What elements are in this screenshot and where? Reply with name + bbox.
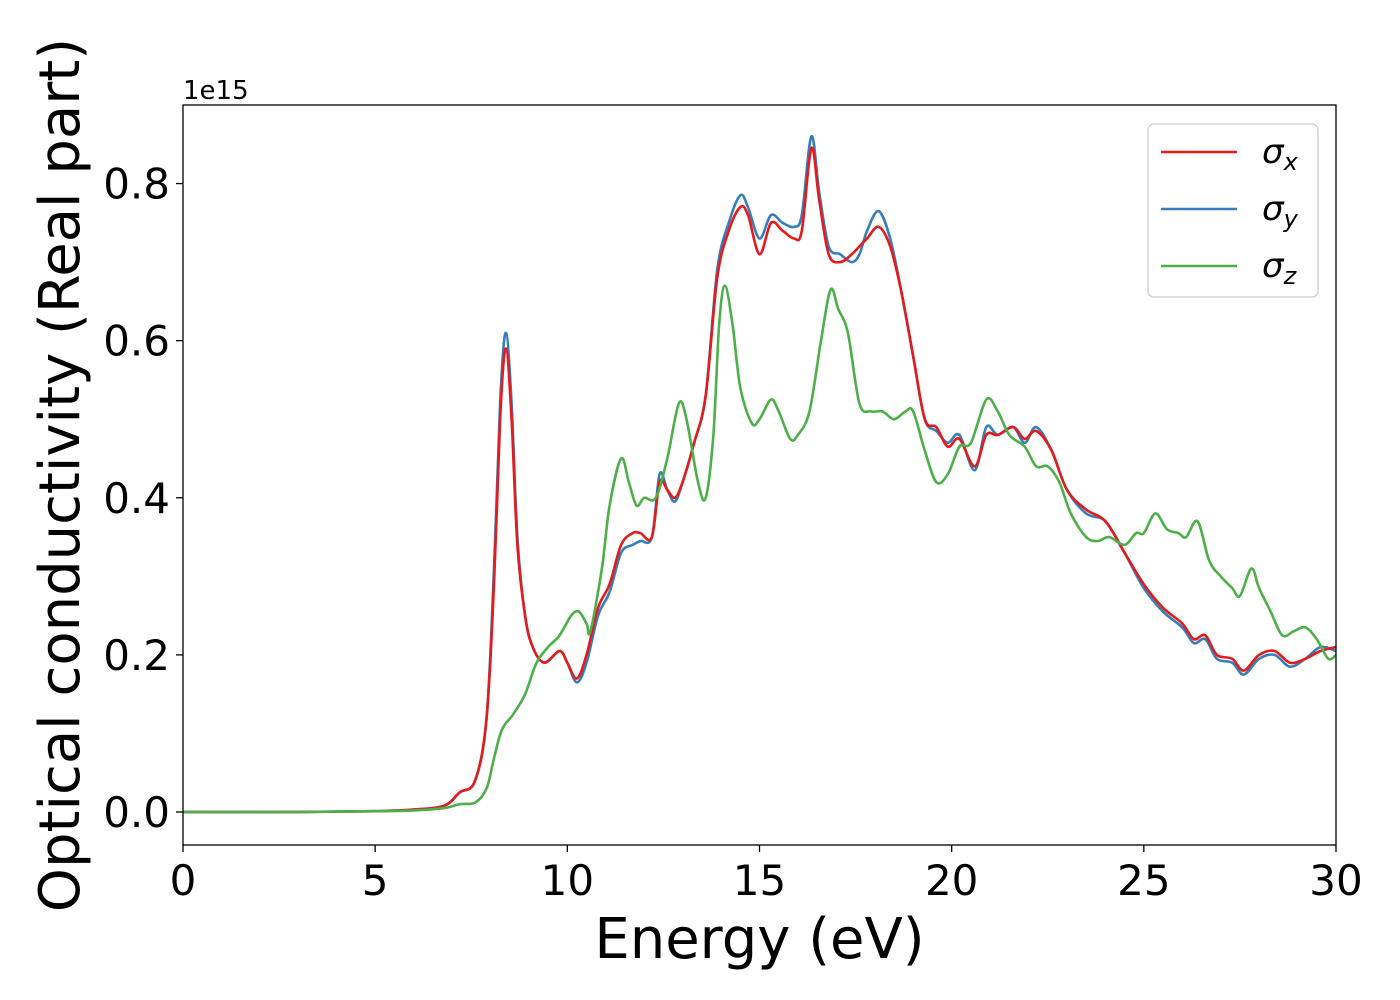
y-tick-label: 0.4 (103, 474, 170, 523)
y-axis-label: Optical conductivity (Real part) (28, 38, 93, 912)
y-axis: 0.0 0.2 0.4 0.6 0.8 (103, 160, 183, 837)
plot-lines (183, 135, 1336, 814)
y-tick-label: 0.0 (103, 788, 170, 837)
x-tick-label: 20 (925, 856, 978, 905)
x-tick-label: 30 (1309, 856, 1362, 905)
y-tick-label: 0.6 (103, 317, 170, 366)
y-tick-label: 0.8 (103, 160, 170, 209)
legend-label-y: σy (1262, 189, 1299, 233)
x-tick-label: 0 (170, 856, 197, 905)
x-tick-label: 10 (541, 856, 594, 905)
series-line-z (183, 284, 1336, 814)
x-axis: 0 5 10 15 20 25 30 (170, 845, 1363, 905)
x-tick-label: 15 (733, 856, 786, 905)
y-tick-label: 0.2 (103, 631, 170, 680)
legend-box (1147, 123, 1319, 298)
series-line-x (183, 146, 1336, 814)
legend-label-x: σx (1262, 132, 1299, 176)
x-axis-label: Energy (eV) (594, 907, 924, 972)
x-tick-label: 25 (1117, 856, 1170, 905)
y-offset-text: 1e15 (183, 76, 249, 106)
x-tick-label: 5 (362, 856, 389, 905)
